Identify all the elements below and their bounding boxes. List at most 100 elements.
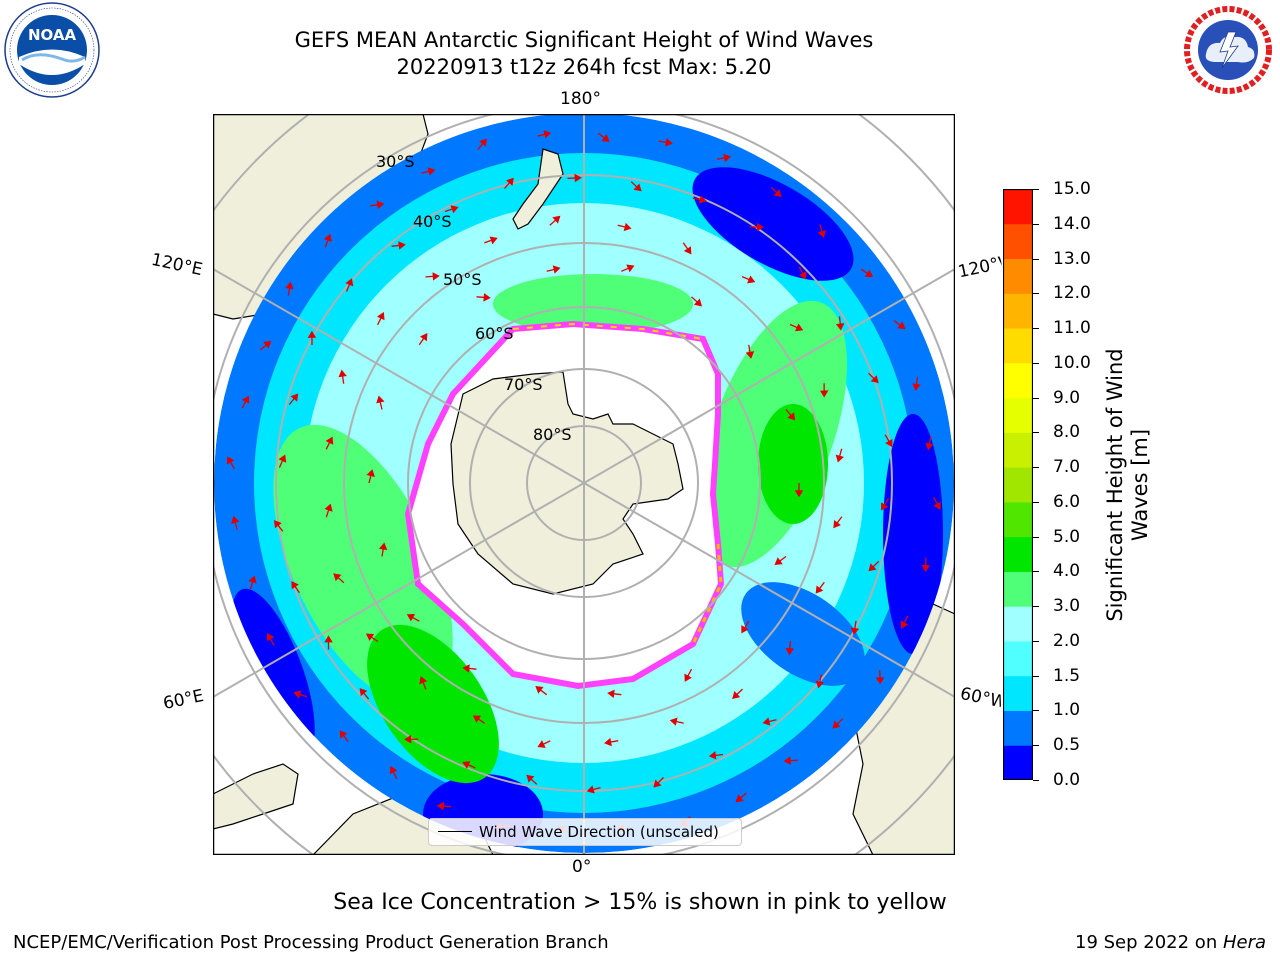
wave-direction-arrowhead (912, 383, 921, 391)
wave-direction-arrowhead (864, 269, 874, 277)
wave-direction-arrowhead (693, 298, 703, 307)
wave-direction-arrowhead (850, 627, 860, 636)
wave-direction-arrowhead (324, 503, 333, 512)
colorbar-tick-mark (1033, 293, 1039, 295)
wave-direction-arrowhead (489, 236, 498, 245)
colorbar-tick-mark (1033, 710, 1039, 712)
wave-direction-arrowhead (815, 585, 824, 594)
colorbar-segment (1003, 710, 1033, 746)
noaa-logo: NOAA (2, 2, 102, 102)
lat-label-30s: 30°S (376, 152, 415, 171)
colorbar-segment (1003, 223, 1033, 260)
wave-direction-arrowhead (479, 138, 487, 147)
wave-direction-arrowhead (819, 390, 829, 398)
map-legend: Wind Wave Direction (unscaled) (428, 818, 742, 846)
wave-direction-arrowhead (601, 134, 610, 142)
wave-direction-arrowhead (875, 677, 885, 685)
sea-ice-note: Sea Ice Concentration > 15% is shown in … (333, 890, 947, 915)
colorbar-tick-mark (1033, 223, 1039, 225)
lon-label-120w: 120°W (956, 253, 1004, 283)
wave-direction-arrowhead (708, 751, 717, 760)
colorbar-segment (1003, 189, 1033, 225)
wave-direction-arrowhead (248, 575, 257, 584)
wave-direction-arrowhead (323, 233, 332, 242)
wave-direction-arrowhead (291, 581, 299, 590)
wave-direction-arrowhead (307, 330, 317, 338)
wave-direction-arrowhead (741, 625, 749, 634)
colorbar-tick-mark (1033, 432, 1039, 434)
footer-credit: NCEP/EMC/Verification Post Processing Pr… (13, 932, 609, 953)
chart-title: GEFS MEAN Antarctic Significant Height o… (294, 28, 874, 52)
svg-text:NOAA: NOAA (28, 26, 77, 44)
wave-direction-arrowhead (870, 375, 879, 384)
colorbar-tick-mark (1033, 397, 1039, 399)
wave-direction-arrowhead (376, 395, 385, 404)
wave-direction-arrowhead (432, 272, 440, 281)
wave-direction-arrowhead (756, 222, 764, 232)
colorbar-segment (1003, 258, 1033, 294)
colorbar-tick-label: 15.0 (1053, 179, 1091, 199)
wave-direction-arrowhead (273, 520, 282, 529)
wave-direction-arrowhead (462, 664, 470, 673)
wave-direction-arrowhead (537, 740, 546, 748)
wave-direction-arrowhead (263, 340, 272, 349)
wave-direction-arrowhead (832, 720, 841, 729)
lon-label-120e: 120°E (149, 249, 205, 281)
colorbar-tick-mark (1033, 640, 1039, 642)
lon-label-60e: 60°E (161, 685, 206, 715)
wave-direction-arrowhead (732, 691, 741, 699)
wave-direction-arrowhead (817, 229, 826, 239)
wave-direction-arrowhead (419, 676, 428, 685)
colorbar (1002, 188, 1034, 781)
wave-direction-arrowhead (241, 395, 250, 404)
wave-direction-arrowhead (785, 647, 795, 656)
colorbar-tick-mark (1033, 606, 1039, 608)
colorbar-tick-mark (1033, 501, 1039, 503)
wave-direction-arrowhead (293, 690, 302, 699)
colorbar-tick-mark (1033, 780, 1039, 781)
wave-direction-arrowhead (483, 293, 491, 302)
wave-direction-arrowhead (365, 633, 375, 642)
wave-direction-arrowhead (880, 502, 889, 511)
colorbar-tick-label: 13.0 (1053, 248, 1091, 269)
colorbar-segment (1003, 467, 1033, 503)
wave-direction-arrowhead (339, 730, 348, 739)
wave-direction-arrowhead (324, 635, 333, 643)
wave-direction-arrowhead (698, 195, 707, 204)
colorbar-tick-label: 6.0 (1053, 491, 1081, 512)
wave-direction-arrowhead (607, 689, 615, 698)
wave-direction-arrowhead (836, 323, 845, 331)
wave-direction-arrowhead (623, 222, 632, 232)
colorbar-tick-label: 1.0 (1053, 700, 1081, 721)
wave-direction-arrowhead (376, 312, 385, 321)
new-zealand-land (512, 148, 564, 230)
wave-direction-arrowhead (795, 323, 804, 332)
wave-direction-arrowhead (278, 454, 287, 463)
colorbar-segment (1003, 501, 1033, 538)
wave-direction-arrowhead (231, 515, 240, 524)
wave-direction-arrowhead (815, 680, 824, 689)
colorbar-segment (1003, 362, 1033, 399)
wave-direction-arrowhead (933, 501, 941, 510)
colorbar-segment (1003, 432, 1033, 468)
colorbar-segment (1003, 328, 1033, 364)
wave-direction-arrowhead (665, 138, 673, 147)
wave-direction-arrowhead (604, 737, 612, 747)
wave-direction-arrowhead (835, 454, 844, 463)
lat-label-70s: 70°S (504, 375, 543, 394)
colorbar-segment (1003, 293, 1033, 329)
wave-direction-arrowhead (345, 278, 354, 287)
wave-direction-arrowhead (925, 442, 934, 451)
wave-direction-arrowhead (885, 438, 893, 448)
lon-label-0: 0° (572, 857, 592, 877)
colorbar-tick-mark (1033, 258, 1039, 260)
wave-direction-arrowhead (266, 632, 275, 642)
wave-direction-arrowhead (338, 369, 347, 378)
colorbar-tick-label: 2.0 (1053, 630, 1081, 651)
wave-direction-arrowhead (798, 271, 807, 280)
lon-label-180: 180° (560, 89, 601, 109)
colorbar-tick-mark (1033, 571, 1039, 573)
wave-direction-arrowhead (552, 215, 561, 224)
wave-direction-arrowhead (376, 200, 385, 210)
colorbar-tick-label: 10.0 (1053, 352, 1091, 373)
